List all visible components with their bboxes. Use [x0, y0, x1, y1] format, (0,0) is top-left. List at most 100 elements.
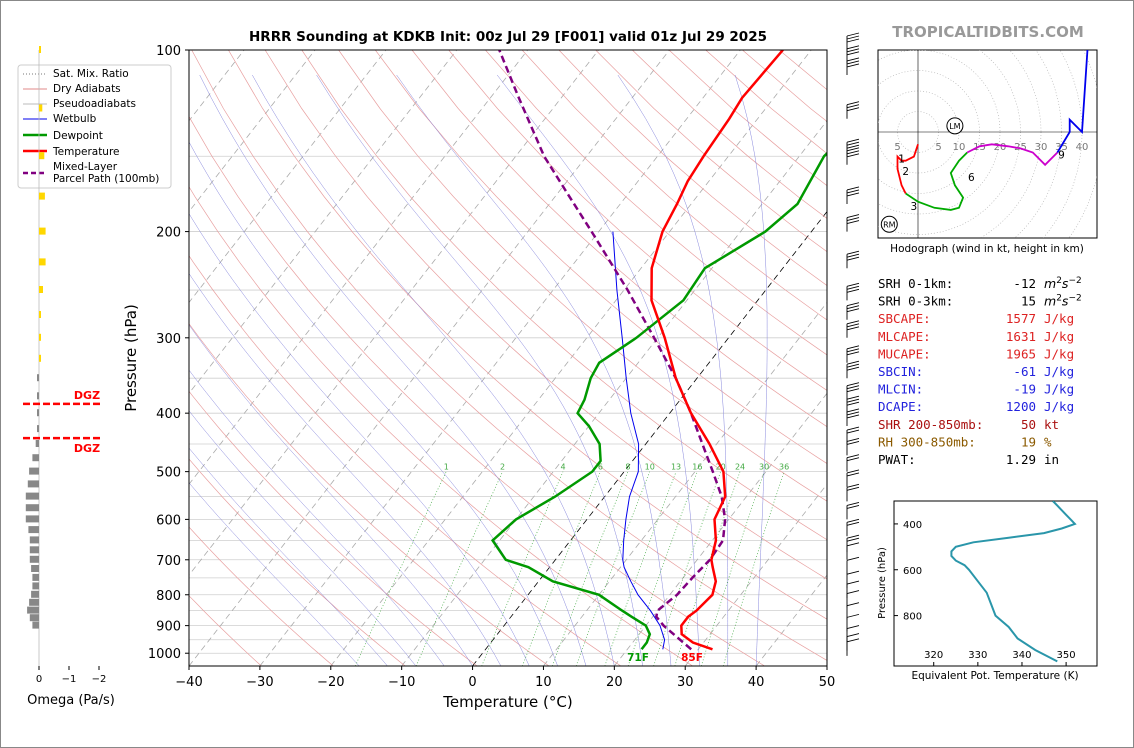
- wind-barb-flag: [846, 141, 860, 146]
- theta-x-tick-label: 340: [1012, 650, 1031, 661]
- x-tick-label: −30: [246, 675, 273, 690]
- omega-bar: [37, 409, 39, 417]
- wind-barb-flag: [846, 426, 860, 431]
- wind-barb-flag: [846, 144, 860, 149]
- storm-motion-rm: [880, 215, 898, 233]
- wind-barb-flag: [846, 602, 860, 607]
- hodograph-trace: [896, 144, 919, 194]
- dry-adiabat: [189, 458, 406, 666]
- dry-adiabat: [189, 186, 693, 666]
- omega-bar: [27, 480, 39, 488]
- mixing-ratio-line: [415, 471, 503, 666]
- wind-barb-flag: [846, 363, 860, 368]
- dry-adiabat: [521, 50, 827, 321]
- chart-title: HRRR Sounding at KDKB Init: 00z Jul 29 […: [249, 29, 767, 45]
- wind-barb-flag: [846, 288, 860, 293]
- wind-barb-flag: [846, 32, 860, 37]
- moist-adiabat: [189, 369, 445, 666]
- wind-barb-flag: [846, 348, 860, 353]
- dry-adiabat: [189, 390, 478, 666]
- wind-barb-flag: [846, 382, 860, 387]
- storm-motion-lm: [946, 117, 964, 135]
- wind-barbs: [846, 32, 860, 656]
- x-tick-label: 40: [748, 675, 765, 690]
- theta-ylabel: Pressure (hPa): [877, 547, 888, 619]
- wind-barb-flag: [846, 308, 860, 313]
- dry-adiabat: [228, 50, 827, 620]
- wind-barb-flag: [846, 214, 860, 219]
- omega-tick-label: −2: [92, 674, 107, 685]
- theta-y-tick-label: 400: [903, 520, 922, 531]
- wind-barb-flag: [846, 411, 860, 416]
- wind-barb-flag: [846, 51, 860, 56]
- surface-temperature-label: 85F: [681, 652, 703, 664]
- hodograph-label: Hodograph (wind in kt, height in km): [890, 243, 1084, 255]
- wind-barb-flag: [846, 613, 860, 618]
- wind-barb-flag: [846, 57, 860, 62]
- wind-barb-flag: [846, 192, 860, 197]
- dry-adiabat: [448, 50, 827, 391]
- y-tick-label: 300: [156, 332, 181, 347]
- parameter-label: DCAPE:: [878, 399, 923, 414]
- wind-barb-flag: [846, 366, 860, 371]
- wind-barb-flag: [846, 633, 860, 638]
- omega-panel: 0 −1 −2 DGZ DGZ: [23, 46, 107, 685]
- omega-bar: [39, 104, 43, 112]
- wind-barb-flag: [846, 472, 860, 477]
- wind-barb-flag: [846, 38, 860, 43]
- omega-bar: [25, 504, 39, 512]
- omega-bar: [25, 515, 39, 523]
- wind-barb-flag: [846, 638, 860, 643]
- parameter-unit: J/kg: [1044, 346, 1074, 361]
- omega-bar: [37, 425, 39, 433]
- omega-bar: [39, 227, 46, 235]
- theta-xlabel: Equivalent Pot. Temperature (K): [911, 670, 1078, 682]
- skewt-background-lines: 1 2 4 6 8 10 13 16 20 24 30 36: [189, 50, 827, 666]
- isotherm-line: [614, 392, 827, 666]
- omega-bar: [37, 374, 39, 382]
- dry-adiabat: [189, 323, 550, 666]
- parameter-value: 15: [1021, 294, 1036, 309]
- omega-bar: [29, 555, 39, 563]
- hodograph-ring-label: 10: [953, 142, 966, 153]
- y-tick-label: 600: [156, 513, 181, 528]
- hodograph-ring-label: 15: [973, 142, 986, 153]
- x-tick-label: 10: [535, 675, 552, 690]
- wind-barb-flag: [846, 429, 860, 434]
- omega-bar: [29, 614, 39, 622]
- isotherm-line: [472, 210, 827, 666]
- wind-barb-flag: [846, 107, 860, 112]
- dry-adiabat: [189, 115, 765, 666]
- parameter-label: MUCAPE:: [878, 346, 931, 361]
- hodograph-trace: [905, 151, 968, 211]
- wind-barb-flag: [846, 521, 860, 526]
- wind-barb-flag: [846, 469, 860, 474]
- hodograph-ring-label: 5: [894, 142, 900, 153]
- theta-x-tick-label: 350: [1057, 650, 1076, 661]
- wind-barb-flag: [846, 360, 860, 365]
- omega-bar: [29, 536, 39, 544]
- mixing-ratio-line: [627, 471, 698, 666]
- omega-bar: [39, 258, 46, 266]
- theta-frame: [893, 500, 1098, 667]
- omega-bar: [39, 286, 43, 293]
- omega-bar: [37, 392, 39, 400]
- parameter-unit: m2s−2: [1044, 294, 1082, 309]
- surface-dewpoint-label: 71F: [627, 652, 649, 664]
- wind-barb-flag: [846, 104, 860, 109]
- wind-barb-flag: [846, 326, 860, 331]
- moist-adiabat: [189, 482, 360, 666]
- wind-barb-flag: [846, 454, 860, 459]
- mixing-ratio-line: [354, 471, 447, 666]
- wind-barb-flag: [846, 101, 860, 106]
- parameter-value: 19: [1021, 434, 1036, 449]
- wind-barb-flag: [846, 250, 860, 255]
- skewt-ylabel: Pressure (hPa): [122, 304, 140, 412]
- y-tick-label: 200: [156, 226, 181, 241]
- wind-barb-flag: [846, 282, 860, 287]
- hodograph-ring-label: 20: [994, 142, 1007, 153]
- y-tick-label: 700: [156, 554, 181, 569]
- legend-item: Pseudoadiabats: [53, 98, 136, 110]
